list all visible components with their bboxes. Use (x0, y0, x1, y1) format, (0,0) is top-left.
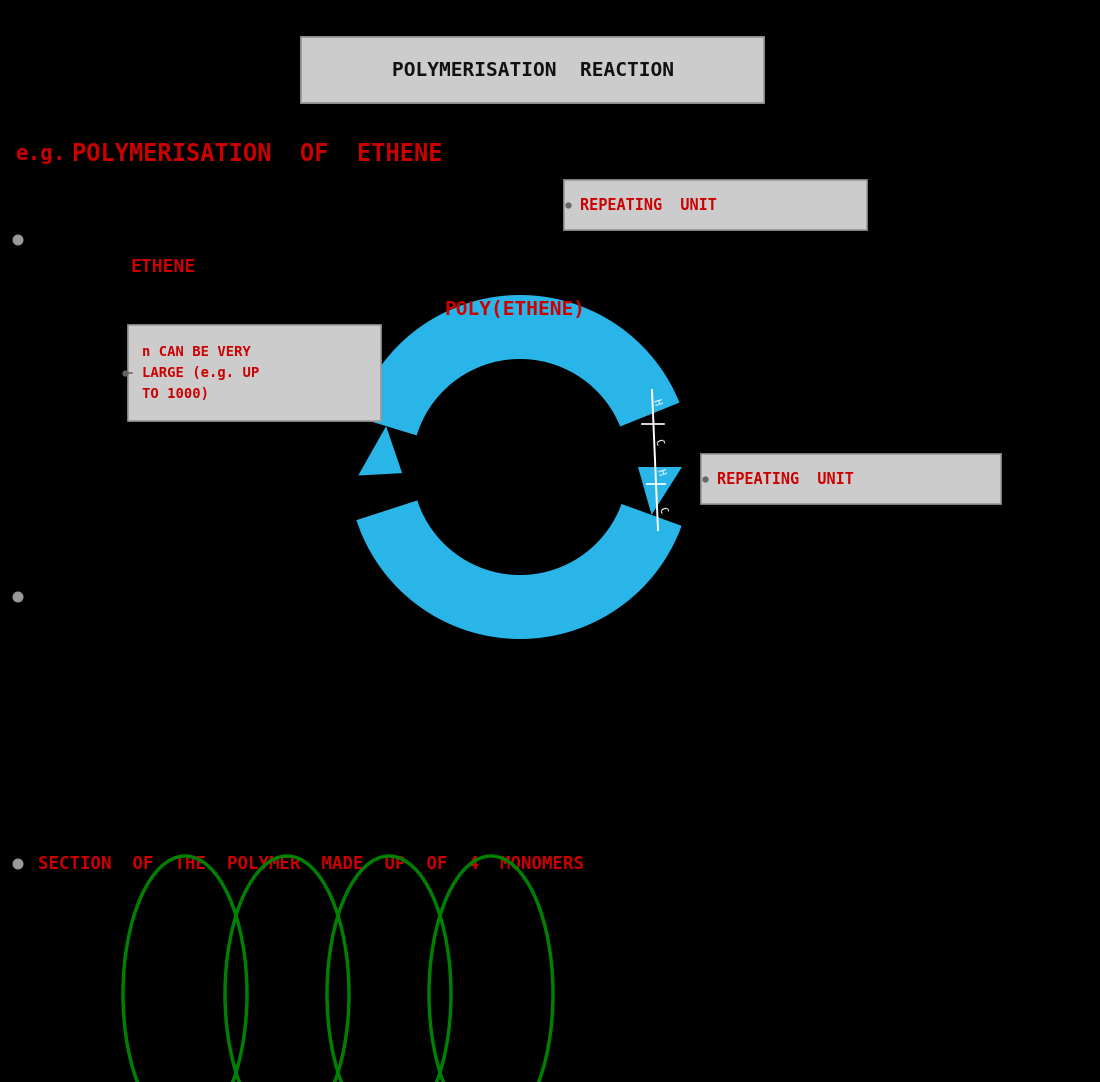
Text: C: C (657, 505, 668, 515)
Text: ETHENE: ETHENE (130, 258, 196, 276)
Polygon shape (359, 426, 403, 475)
Text: SECTION  OF  THE  POLYMER  MADE  UP  OF  4  MONOMERS: SECTION OF THE POLYMER MADE UP OF 4 MONO… (39, 855, 584, 873)
FancyBboxPatch shape (701, 454, 1001, 504)
Text: H: H (654, 467, 666, 476)
Polygon shape (355, 295, 680, 435)
FancyBboxPatch shape (128, 325, 381, 421)
Text: REPEATING  UNIT: REPEATING UNIT (717, 472, 854, 487)
Text: n CAN BE VERY
LARGE (e.g. UP
TO 1000): n CAN BE VERY LARGE (e.g. UP TO 1000) (142, 345, 260, 400)
FancyBboxPatch shape (301, 37, 764, 103)
Polygon shape (356, 500, 682, 639)
Text: POLYMERISATION  REACTION: POLYMERISATION REACTION (392, 61, 673, 79)
Text: POLYMERISATION  OF  ETHENE: POLYMERISATION OF ETHENE (72, 142, 442, 166)
Text: REPEATING  UNIT: REPEATING UNIT (580, 198, 717, 212)
FancyBboxPatch shape (564, 180, 867, 230)
Circle shape (13, 859, 23, 869)
Text: e.g.: e.g. (15, 144, 66, 164)
Text: POLY(ETHENE): POLY(ETHENE) (446, 301, 586, 319)
Circle shape (13, 235, 23, 245)
Polygon shape (638, 467, 682, 515)
Text: C: C (652, 437, 663, 447)
Text: H: H (650, 397, 662, 407)
Circle shape (13, 592, 23, 602)
